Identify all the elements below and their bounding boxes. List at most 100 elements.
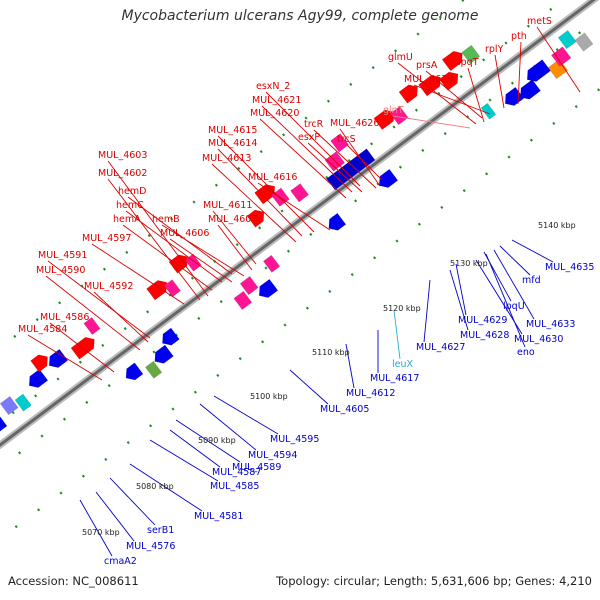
leader-line [175, 419, 241, 463]
gene-block [83, 316, 101, 336]
leader-line [149, 439, 219, 482]
reverse-gene-arrow [520, 79, 542, 100]
forward-gene-label: MUL_4602 [98, 168, 147, 179]
reverse-gene-arrow [378, 168, 399, 188]
leader-line [47, 260, 151, 339]
leader-line [345, 343, 355, 389]
reverse-gene-label: MUL_4576 [126, 541, 175, 552]
forward-gene-label: esxN_2 [256, 81, 290, 92]
leader-line [125, 210, 223, 283]
leader-line [217, 224, 253, 271]
leader-line [217, 135, 315, 233]
forward-gene-label: MUL_4616 [248, 172, 297, 183]
position-tick-label: 5110 kbp [312, 348, 350, 357]
forward-gene-arrow [398, 84, 418, 104]
leader-line [199, 403, 257, 451]
reverse-gene-label: MUL_4629 [458, 315, 507, 326]
position-tick-label: 5080 kbp [136, 482, 174, 491]
leader-line [107, 178, 201, 301]
leader-line [313, 129, 377, 189]
gene-block [14, 393, 32, 412]
leader-line [217, 148, 303, 237]
leader-line [483, 251, 512, 302]
forward-gene-label: metS [527, 16, 552, 27]
position-tick-label: 5070 kbp [82, 528, 120, 537]
forward-gene-label: hemA [113, 214, 141, 225]
reverse-gene-arrow [125, 362, 144, 381]
leader-line [213, 395, 279, 435]
reverse-gene-label: MUL_4635 [545, 262, 594, 273]
forward-gene-label: MUL_4615 [208, 125, 257, 136]
forward-gene-label: MUL_4620 [250, 108, 299, 119]
forward-gene-label: MUL_4592 [84, 281, 133, 292]
forward-gene-arrow [373, 109, 395, 131]
leader-line [49, 322, 115, 373]
reverse-gene-label: MUL_4628 [460, 330, 509, 341]
forward-gene-label: MUL_4591 [38, 250, 87, 261]
leader-line [423, 279, 431, 343]
leader-line [392, 115, 471, 129]
reverse-gene-arrow [162, 327, 180, 346]
gc-dot-track [0, 15, 600, 469]
leader-line [536, 26, 581, 93]
leader-line [449, 269, 469, 331]
reverse-gene-label: MUL_4595 [270, 434, 319, 445]
leader-line [307, 142, 363, 193]
forward-gene-label: MUL_4590 [36, 265, 85, 276]
forward-gene-label: MUL_4606 [160, 228, 209, 239]
reverse-gene-arrow [504, 86, 525, 106]
reverse-gene-label: MUL_4605 [320, 404, 369, 415]
leader-line [393, 309, 401, 360]
leader-line [91, 243, 185, 305]
genome-summary: Topology: circular; Length: 5,631,606 bp… [276, 574, 592, 588]
leader-line [27, 334, 103, 381]
position-ticks: 5070 kbp 5080 kbp 5090 kbp 5100 kbp 5110 kbp… [82, 221, 576, 537]
reverse-gene-label: MUL_4587 [212, 467, 261, 478]
gene-block [574, 32, 594, 52]
leader-line [259, 118, 347, 199]
gene-block [163, 279, 182, 298]
leader-line [346, 144, 383, 181]
gene-features [0, 29, 594, 432]
reverse-gene-label: MUL_4612 [346, 388, 395, 399]
leader-line [212, 210, 257, 265]
leader-line [211, 163, 297, 243]
leader-line [265, 91, 361, 187]
leader-line [413, 84, 491, 115]
reverse-gene-label: eno [517, 347, 535, 358]
forward-gene-arrow [146, 280, 168, 301]
position-tick-label: 5130 kbp [450, 259, 488, 268]
forward-gene-arrow [438, 71, 459, 91]
forward-gene-label: hemB [152, 214, 180, 225]
forward-gene-label: glmU [388, 52, 413, 63]
forward-gene-label: MUL_4603 [98, 150, 147, 161]
leader-line [467, 67, 485, 123]
leader-line [127, 196, 233, 275]
leader-line [161, 224, 245, 277]
leader-line [169, 238, 233, 283]
leader-line [45, 275, 141, 351]
leader-line [499, 245, 531, 276]
reverse-gene-label: leuX [392, 359, 414, 370]
gene-block [389, 105, 409, 126]
position-tick-label: 5100 kbp [250, 392, 288, 401]
gene-block [233, 290, 253, 311]
forward-gene-label: lpqT [458, 57, 479, 68]
gene-block [262, 254, 281, 273]
leader-line [129, 463, 203, 512]
reverse-gene-arrow [526, 59, 552, 82]
forward-gene-label: trcR [304, 119, 324, 130]
reverse-gene-label: MUL_4617 [370, 373, 419, 384]
leader-line [511, 239, 554, 263]
reverse-gene-arrow [154, 344, 174, 364]
reverse-gene-label: MUL_4589 [232, 462, 281, 473]
forward-gene-label: MUL_4597 [82, 233, 131, 244]
reverse-gene-arrow [328, 212, 347, 231]
reverse-gene-label: serB1 [147, 525, 174, 536]
reverse-gene-label: MUL_4585 [210, 481, 259, 492]
forward-gene-label: esxP [298, 132, 320, 143]
leader-line [339, 128, 381, 187]
leader-line [95, 491, 135, 542]
